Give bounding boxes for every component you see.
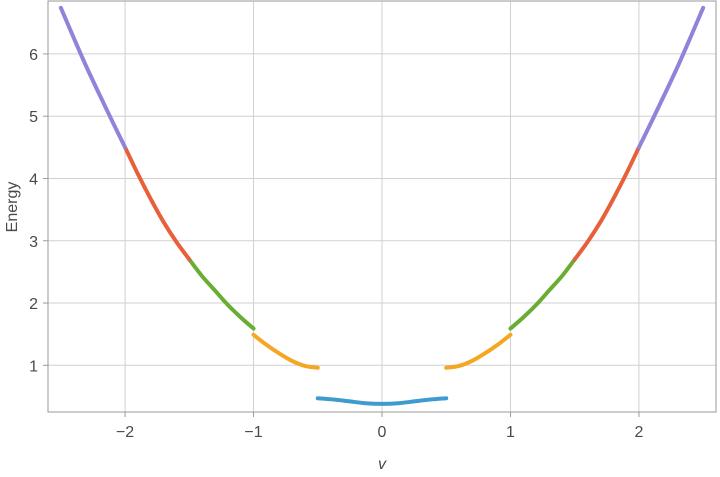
x-tick-label: 0 bbox=[378, 424, 387, 441]
series-orange-segment-2 bbox=[444, 332, 513, 370]
series-green-segment-4 bbox=[508, 257, 577, 331]
x-tick-label: 2 bbox=[634, 424, 643, 441]
series-orange-segment-1 bbox=[251, 332, 320, 370]
y-tick-label: 1 bbox=[29, 358, 38, 375]
series-blue-segment-0 bbox=[315, 396, 449, 406]
series-red-segment-6 bbox=[572, 145, 641, 262]
grid bbox=[48, 1, 716, 412]
x-tick-label: 1 bbox=[506, 424, 515, 441]
y-axis-title: Energy bbox=[4, 182, 21, 233]
x-axis-title: v bbox=[378, 456, 387, 473]
series-red-segment-5 bbox=[123, 145, 192, 262]
y-tick-label: 2 bbox=[29, 296, 38, 313]
y-tick-label: 6 bbox=[29, 47, 38, 64]
y-tick-label: 4 bbox=[29, 171, 38, 188]
series-purple-segment-7 bbox=[58, 5, 128, 150]
y-tick-label: 3 bbox=[29, 234, 38, 251]
x-tick-label: −2 bbox=[116, 424, 134, 441]
x-tick-label: −1 bbox=[244, 424, 262, 441]
series-green-segment-3 bbox=[187, 257, 256, 331]
ticks: −2 −1 0 1 2 1 2 3 4 5 6 bbox=[29, 47, 643, 441]
y-tick-label: 5 bbox=[29, 109, 38, 126]
series-purple-segment-8 bbox=[636, 5, 706, 150]
series-group bbox=[58, 5, 706, 406]
